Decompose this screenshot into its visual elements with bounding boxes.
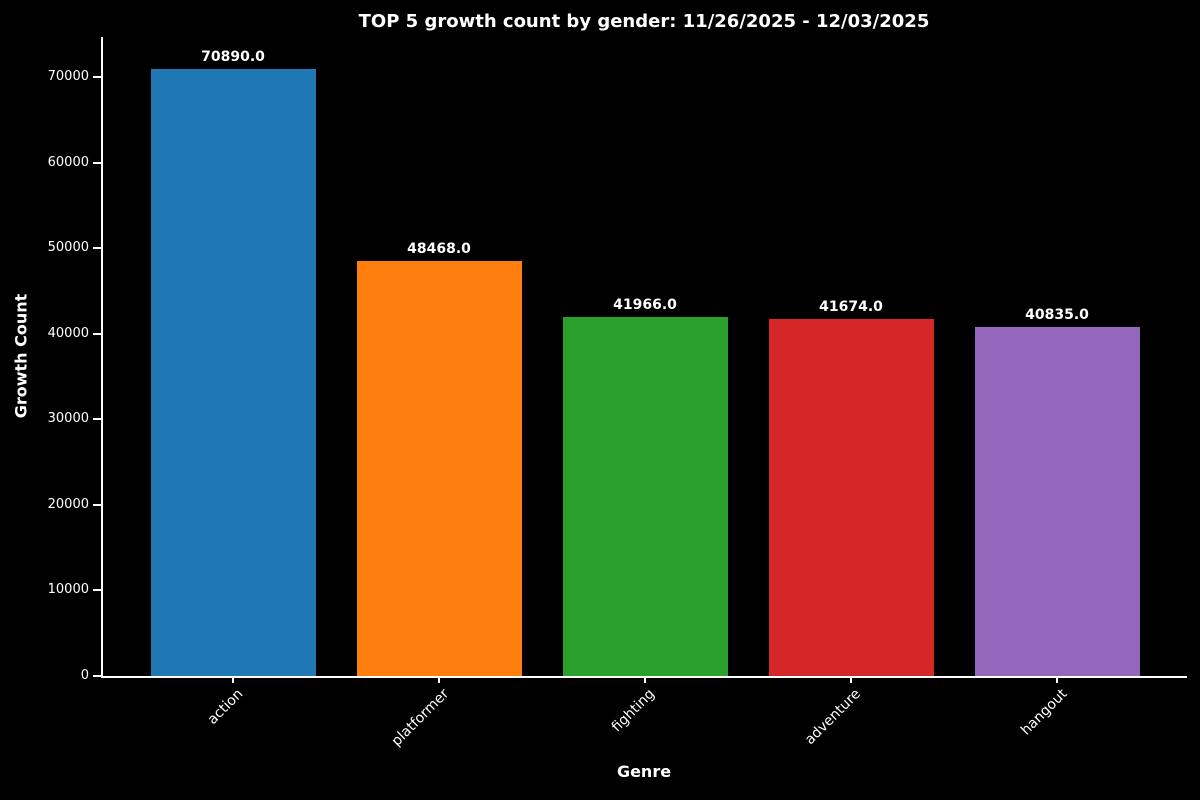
y-tick-mark [93, 161, 101, 164]
bar-platformer [357, 261, 522, 676]
bar-action [151, 69, 316, 676]
bar-value-label: 70890.0 [201, 49, 265, 65]
x-tick-label-fighting: fighting [609, 686, 659, 736]
bar-adventure [769, 319, 934, 676]
x-tick-label-adventure: adventure [802, 686, 865, 748]
y-tick-label: 0 [80, 668, 89, 683]
y-tick-label: 70000 [47, 69, 89, 84]
y-tick-mark [93, 332, 101, 335]
plot-area: 0 10000 20000 30000 40000 50000 60000 70000 7089… [48, 37, 1187, 750]
chart-title: TOP 5 growth count by gender: 11/26/2025… [358, 11, 930, 32]
y-tick-label: 30000 [47, 411, 89, 427]
bar-value-label: 41674.0 [819, 299, 883, 315]
y-tick-label: 20000 [47, 496, 89, 512]
y-tick-label: 60000 [47, 154, 89, 170]
y-axis-label: Growth Count [11, 293, 31, 419]
bar-value-label: 40835.0 [1025, 307, 1089, 323]
y-tick-mark [93, 675, 101, 677]
bar-fighting [563, 317, 728, 676]
bar-hangout [975, 327, 1140, 676]
y-tick-mark [93, 418, 101, 421]
y-tick-label: 40000 [47, 325, 89, 341]
x-tick-mark [438, 678, 440, 683]
x-tick-mark [850, 678, 852, 683]
x-axis-label: Genre [616, 762, 672, 781]
x-tick-mark [232, 678, 234, 683]
bar-value-label: 48468.0 [407, 241, 471, 257]
x-tick-mark [1056, 678, 1058, 683]
y-tick-mark [93, 247, 101, 250]
x-tick-mark [644, 678, 646, 683]
x-tick-label-platformer: platformer [388, 686, 453, 750]
y-tick-label: 50000 [47, 240, 89, 256]
y-tick-mark [93, 589, 101, 592]
y-tick-label: 10000 [47, 582, 89, 598]
x-tick-label-hangout: hangout [1017, 686, 1071, 739]
bar-value-label: 41966.0 [613, 297, 677, 313]
x-tick-label-action: action [204, 686, 247, 728]
y-tick-mark [93, 76, 101, 78]
y-tick-mark [93, 503, 101, 506]
